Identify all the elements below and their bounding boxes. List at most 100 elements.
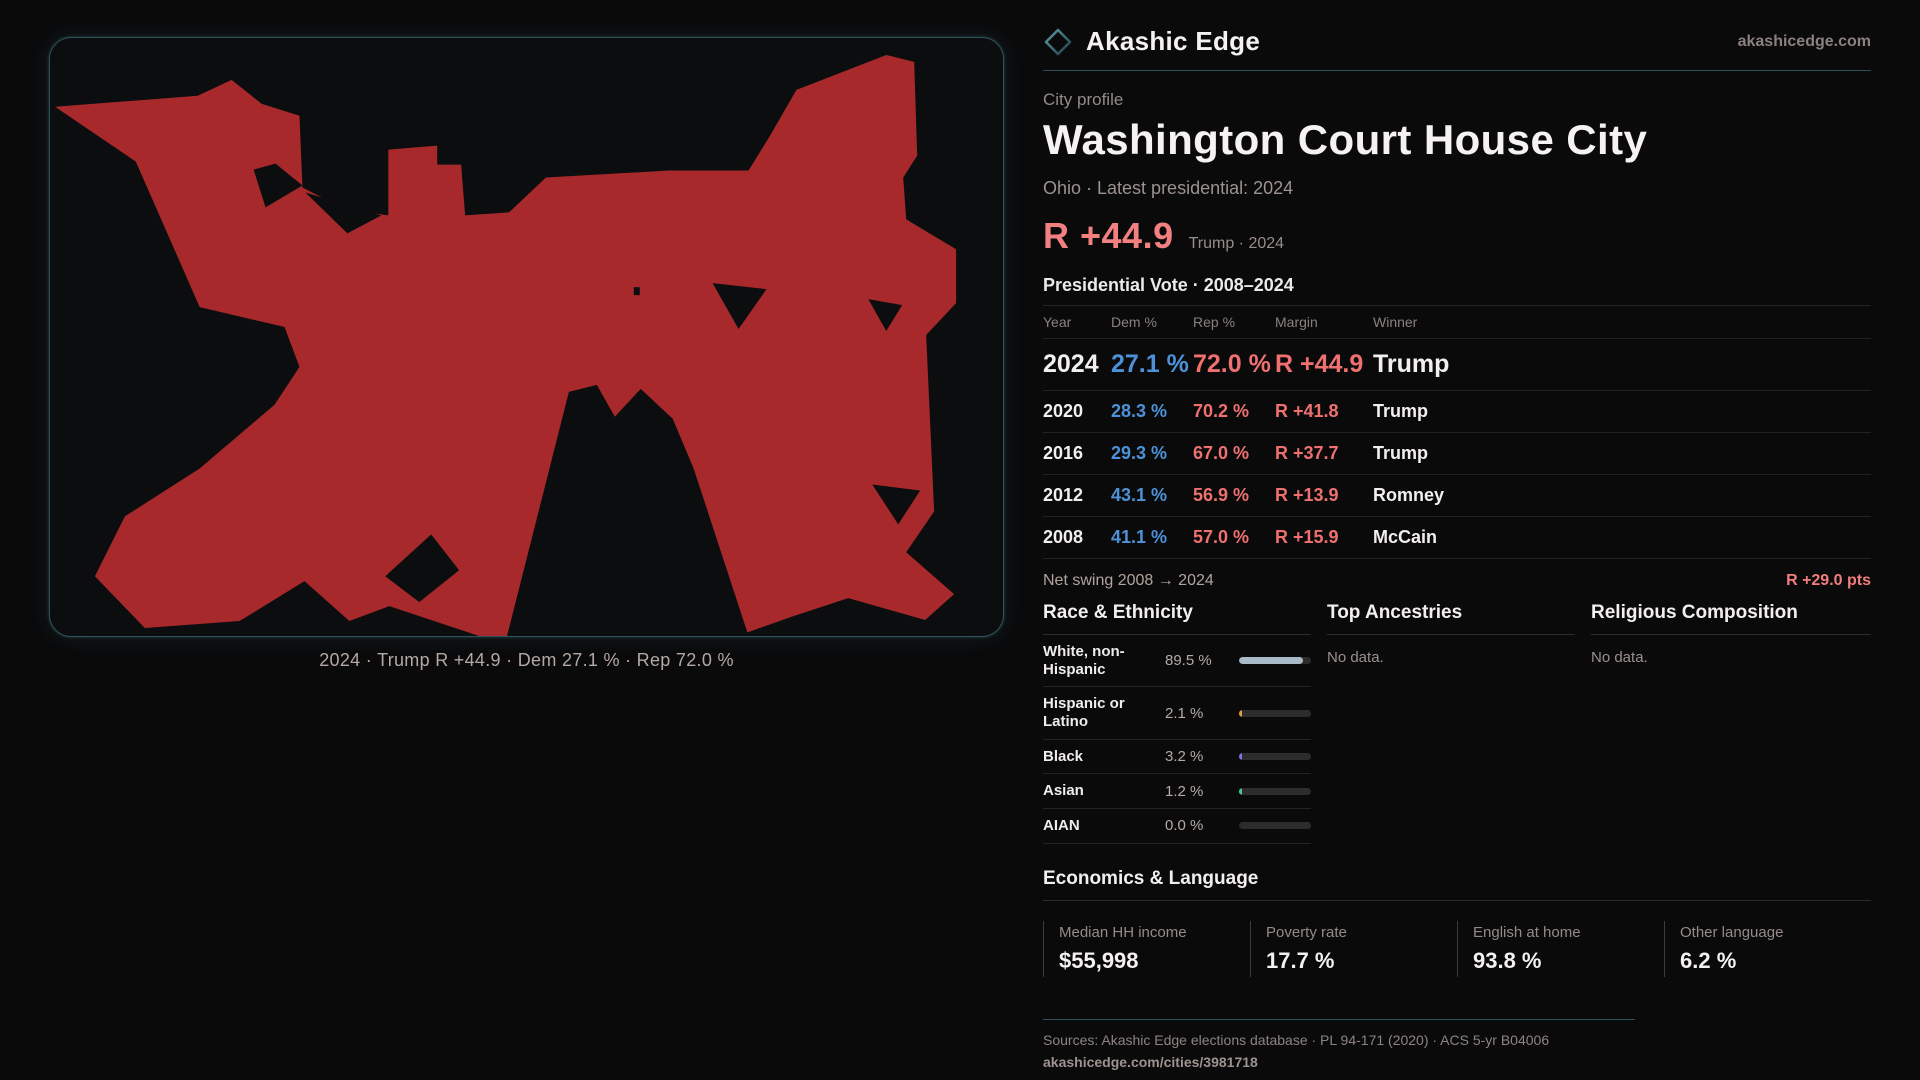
race-row: Black 3.2 % <box>1043 740 1311 775</box>
cell-dem: 43.1 % <box>1111 485 1168 505</box>
map-cutout <box>872 484 921 525</box>
map-cutout <box>385 534 460 603</box>
stat-value: 6.2 % <box>1680 947 1737 973</box>
sources-line: Sources: Akashic Edge elections database… <box>1043 1031 1550 1048</box>
cell-winner: Romney <box>1373 485 1445 505</box>
map-svg <box>54 54 957 636</box>
cell-rep: 56.9 % <box>1193 485 1250 505</box>
race-value: 89.5 % <box>1165 652 1212 670</box>
race-row: Asian 1.2 % <box>1043 774 1311 810</box>
map-cutout <box>868 299 903 332</box>
stat-label: Poverty rate <box>1266 923 1347 941</box>
presidential-vote-table: Year Dem % Rep % Margin Winner 2024 27.1… <box>1043 305 1871 559</box>
map-caption: 2024 · Trump R +44.9 · Dem 27.1 % · Rep … <box>319 650 734 670</box>
race-row: AIAN 0.0 % <box>1043 809 1311 844</box>
cell-winner: Trump <box>1373 350 1450 378</box>
table-header-row: Year Dem % Rep % Margin Winner <box>1043 306 1871 339</box>
diamond-logo-icon <box>1044 28 1072 55</box>
race-value: 0.0 % <box>1165 817 1204 835</box>
cell-dem: 28.3 % <box>1111 401 1168 421</box>
cell-rep: 70.2 % <box>1193 401 1250 421</box>
race-label: White, non-Hispanic <box>1043 643 1125 678</box>
cell-year: 2016 <box>1043 443 1084 463</box>
col-header-dem: Dem % <box>1111 314 1157 330</box>
stat-value: 17.7 % <box>1266 947 1335 973</box>
cell-rep: 67.0 % <box>1193 443 1250 463</box>
map-cutout <box>507 384 749 636</box>
race-label: Black <box>1043 747 1084 765</box>
page-kicker: City profile <box>1043 90 1124 109</box>
race-row: Hispanic or Latino 2.1 % <box>1043 687 1311 740</box>
stat-label: Other language <box>1680 923 1784 941</box>
economics-section-title: Economics & Language <box>1043 868 1871 901</box>
table-row: 2020 28.3 % 70.2 % R +41.8 Trump <box>1043 391 1871 433</box>
stat-value: 93.8 % <box>1473 947 1542 973</box>
stat-card: Median HH income $55,998 <box>1043 920 1250 977</box>
page-title: Washington Court House City <box>1043 116 1648 163</box>
map-cutout <box>305 192 382 234</box>
stat-cards: Median HH income $55,998 Poverty rate 17… <box>1043 920 1871 977</box>
col-header-winner: Winner <box>1373 314 1418 330</box>
race-bar-fill <box>1239 657 1304 665</box>
race-value: 1.2 % <box>1165 782 1204 800</box>
race-bar <box>1239 709 1311 717</box>
col-header-rep: Rep % <box>1193 314 1236 330</box>
col-header-year: Year <box>1043 314 1072 330</box>
race-row: White, non-Hispanic 89.5 % <box>1043 635 1311 688</box>
stat-label: Median HH income <box>1059 923 1187 941</box>
brand-name: Akashic Edge <box>1086 26 1261 56</box>
map-cutout <box>712 283 767 330</box>
cell-year: 2020 <box>1043 401 1084 421</box>
brand-group: Akashic Edge <box>1043 26 1260 57</box>
race-bar <box>1239 657 1311 665</box>
cell-winner: Trump <box>1373 401 1429 421</box>
cell-year: 2008 <box>1043 527 1084 547</box>
stat-label: English at home <box>1473 923 1581 941</box>
cell-dem: 27.1 % <box>1111 350 1189 378</box>
ancestries-section-title: Top Ancestries <box>1327 602 1575 635</box>
ancestries-empty-state: No data. <box>1327 649 1384 666</box>
race-bar <box>1239 787 1311 795</box>
cell-margin: R +13.9 <box>1275 485 1339 505</box>
religion-empty-state: No data. <box>1591 649 1648 666</box>
race-section-title: Race & Ethnicity <box>1043 602 1311 635</box>
race-value: 2.1 % <box>1165 704 1204 722</box>
city-shape <box>54 54 957 636</box>
cell-dem: 29.3 % <box>1111 443 1168 463</box>
table-row: 2012 43.1 % 56.9 % R +13.9 Romney <box>1043 475 1871 517</box>
ancestries-section: Top Ancestries No data. <box>1327 602 1575 844</box>
permalink[interactable]: akashicedge.com/cities/3981718 <box>1043 1053 1258 1070</box>
economics-section: Economics & Language Median HH income $5… <box>1043 868 1871 977</box>
stat-card: Other language 6.2 % <box>1664 920 1871 977</box>
cell-dem: 41.1 % <box>1111 527 1168 547</box>
race-label: Asian <box>1043 782 1084 800</box>
latest-margin-note: Trump · 2024 <box>1188 235 1285 252</box>
stat-card: Poverty rate 17.7 % <box>1250 920 1457 977</box>
cell-margin: R +37.7 <box>1275 443 1339 463</box>
table-row: 2024 27.1 % 72.0 % R +44.9 Trump <box>1043 339 1871 391</box>
headline-margin-group: R +44.9 Trump · 2024 <box>1043 215 1871 257</box>
table-row: 2016 29.3 % 67.0 % R +37.7 Trump <box>1043 433 1871 475</box>
cell-margin: R +44.9 <box>1275 350 1364 378</box>
race-label: AIAN <box>1043 817 1080 835</box>
cell-rep: 72.0 % <box>1193 350 1271 378</box>
race-bar-fill <box>1239 709 1242 717</box>
net-swing-row: Net swing 2008 → 2024 R +29.0 pts <box>1043 559 1871 602</box>
cell-year: 2024 <box>1043 350 1099 378</box>
col-header-margin: Margin <box>1275 314 1318 330</box>
religion-section-title: Religious Composition <box>1591 602 1871 635</box>
app-header: Akashic Edge akashicedge.com <box>1043 26 1871 71</box>
site-domain-link[interactable]: akashicedge.com <box>1737 32 1871 50</box>
cell-winner: Trump <box>1373 443 1429 463</box>
cell-winner: McCain <box>1373 527 1438 547</box>
race-bar-fill <box>1239 787 1242 795</box>
stat-value: $55,998 <box>1059 947 1139 973</box>
demographics-columns: Race & Ethnicity White, non-Hispanic 89.… <box>1043 602 1871 844</box>
race-value: 3.2 % <box>1165 748 1204 766</box>
race-bar <box>1239 822 1311 830</box>
race-ethnicity-section: Race & Ethnicity White, non-Hispanic 89.… <box>1043 602 1311 844</box>
footer: Sources: Akashic Edge elections database… <box>1043 1018 1871 1070</box>
table-title: Presidential Vote · 2008–2024 <box>1043 275 1294 295</box>
race-bar-fill <box>1239 753 1242 761</box>
stat-card: English at home 93.8 % <box>1457 920 1664 977</box>
